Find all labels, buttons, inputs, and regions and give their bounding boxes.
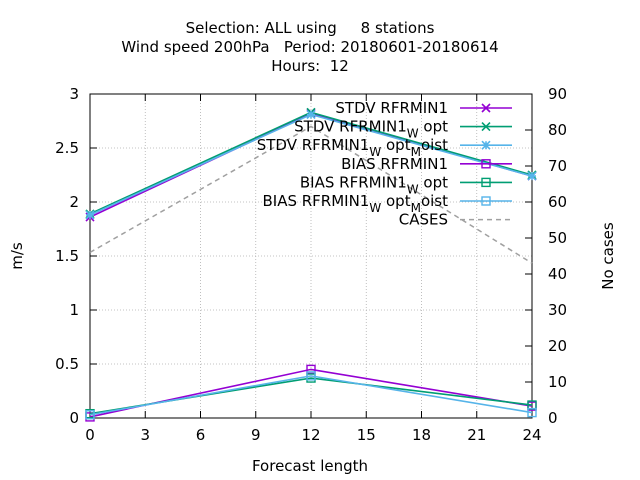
y-tick-label: 2.5 [55, 139, 79, 157]
data-point [85, 410, 95, 420]
y2-tick-label: 40 [548, 265, 567, 283]
legend-label-name: BIAS RFRMIN1 [341, 155, 448, 173]
x-tick-label: 18 [412, 426, 431, 444]
legend-label: STDV RFRMIN1W optMoist [257, 136, 448, 159]
data-point [85, 210, 95, 220]
legend-label-name: BIAS RFRMIN1 [300, 173, 407, 191]
legend-label-tail: opt [381, 192, 410, 210]
legend-marker [481, 140, 491, 150]
y-axis-label: m/s [8, 242, 26, 270]
x-tick-label: 0 [85, 426, 95, 444]
legend-label-tail2: oist [421, 192, 448, 210]
series-line [89, 125, 533, 264]
legend-label-sub: W [407, 182, 419, 196]
chart-title: Selection: ALL using 8 stations Wind spe… [121, 19, 498, 75]
legend-label-sub: W [369, 201, 381, 215]
y2-tick-label: 90 [548, 85, 567, 103]
x-tick-label: 21 [467, 426, 486, 444]
series-5 [85, 371, 537, 420]
series-6 [89, 125, 533, 264]
chart-title-line-2: Wind speed 200hPa Period: 20180601-20180… [121, 38, 498, 56]
chart-title-line-3: Hours: 12 [271, 57, 349, 75]
legend-entry: STDV RFRMIN1 [335, 99, 512, 117]
legend-label-tail: opt [419, 173, 448, 191]
x-tick-label: 6 [196, 426, 206, 444]
series-line [89, 375, 533, 416]
y-tick-label: 0.5 [55, 355, 79, 373]
series-2 [85, 109, 537, 220]
y2-tick-label: 30 [548, 301, 567, 319]
legend-label-tail2: oist [421, 136, 448, 154]
legend-label-name: STDV RFRMIN1 [257, 136, 370, 154]
y-tick-label: 1.5 [55, 247, 79, 265]
legend-label-name: STDV RFRMIN1 [294, 118, 407, 136]
legend-label: STDV RFRMIN1 [335, 99, 448, 117]
legend-entry: CASES [399, 211, 512, 229]
y-tick-label: 2 [69, 193, 79, 211]
legend-label-sub2: M [411, 145, 421, 159]
legend-label-sub2: M [411, 201, 421, 215]
legend-label-name: STDV RFRMIN1 [335, 99, 448, 117]
legend-label-tail: opt [381, 136, 410, 154]
legend-marker [481, 122, 491, 132]
legend-marker [481, 177, 491, 188]
y-axis-ticks: 0 0.5 1 1.5 2 2.5 3 [55, 85, 97, 427]
x-tick-label: 3 [140, 426, 150, 444]
legend-marker [481, 196, 491, 206]
legend-label: CASES [399, 211, 448, 229]
chart-title-line-1: Selection: ALL using 8 stations [186, 19, 435, 37]
y-tick-label: 3 [69, 85, 79, 103]
data-point [306, 371, 316, 381]
x-tick-label: 9 [251, 426, 261, 444]
legend-entry: BIAS RFRMIN1W optMoist [262, 192, 512, 215]
x-tick-label: 12 [301, 426, 320, 444]
legend-marker [481, 159, 491, 169]
grid-lines [90, 94, 532, 418]
x-axis-ticks: 0 3 6 9 12 15 18 21 24 [85, 94, 542, 444]
y2-tick-label: 80 [548, 121, 567, 139]
legend-entry: STDV RFRMIN1W optMoist [257, 136, 512, 159]
y2-tick-label: 10 [548, 373, 567, 391]
data-point [306, 109, 316, 120]
y2-axis-label: No cases [599, 222, 617, 290]
legend-label-name: BIAS RFRMIN1 [262, 192, 369, 210]
legend-label: STDV RFRMIN1W opt [294, 118, 448, 141]
y2-tick-label: 50 [548, 229, 567, 247]
y-tick-label: 0 [69, 409, 79, 427]
data-point [527, 171, 537, 181]
y2-tick-label: 60 [548, 193, 567, 211]
plot-frame [89, 93, 533, 419]
legend-label-sub: W [369, 145, 381, 159]
y-tick-label: 1 [69, 301, 79, 319]
legend-label-name: CASES [399, 211, 448, 229]
legend-label-tail: opt [419, 118, 448, 136]
y2-axis-ticks: 0 10 20 30 40 50 60 70 80 90 [525, 85, 567, 427]
x-tick-label: 24 [522, 426, 541, 444]
legend-label: BIAS RFRMIN1 [341, 155, 448, 173]
legend-entry: STDV RFRMIN1W opt [294, 118, 512, 141]
y2-tick-label: 70 [548, 157, 567, 175]
legend-label-sub: W [407, 127, 419, 141]
legend-label: BIAS RFRMIN1W optMoist [262, 192, 448, 215]
legend-label: BIAS RFRMIN1W opt [300, 173, 448, 196]
series-lines [85, 107, 537, 422]
legend-entry: BIAS RFRMIN1 [341, 155, 512, 173]
data-point [527, 407, 537, 418]
legend-entry: BIAS RFRMIN1W opt [300, 173, 512, 196]
y2-tick-label: 20 [548, 337, 567, 355]
y2-tick-label: 0 [548, 409, 558, 427]
legend-marker [481, 103, 491, 113]
x-tick-label: 15 [357, 426, 376, 444]
x-axis-label: Forecast length [252, 457, 368, 475]
